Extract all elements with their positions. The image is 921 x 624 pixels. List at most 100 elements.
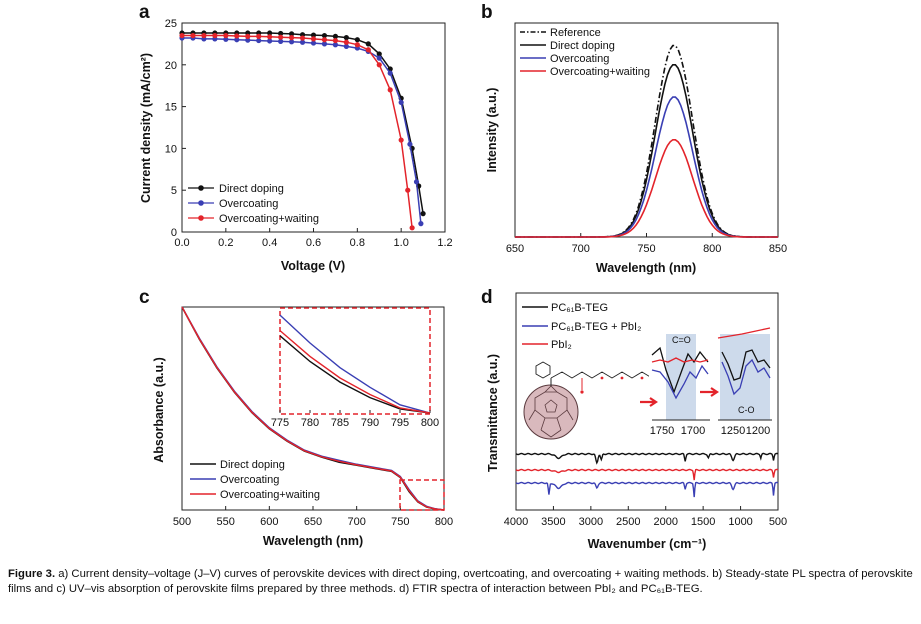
x-tick-label: 2000 [653,516,677,528]
data-point [201,32,207,39]
data-point [278,30,284,37]
series-line [515,64,778,238]
x-tick-label: 850 [769,243,787,255]
panel-b-letter: b [481,2,493,23]
data-point [278,38,284,44]
zoom-arrow-icon [640,397,658,407]
series-line [181,306,445,511]
inset2-tick-1200: 1200 [746,425,770,437]
data-point [321,41,328,47]
data-point [343,43,349,50]
x-tick-label: 700 [572,243,590,255]
x-tick-label: 0.8 [350,237,365,249]
y-tick-label: 5 [171,185,177,197]
inset-x-tick-label: 795 [391,417,409,429]
inset-x-tick-label: 800 [421,417,439,429]
data-point [310,36,317,42]
legend-c-overcoating: Overcoating [220,474,279,486]
series-line [515,139,778,238]
phenyl-ring-icon [535,361,551,379]
data-point [343,39,349,45]
data-point [418,221,424,227]
x-tick-label: 1.0 [394,237,409,249]
panel-d-inset-co-double: C=O 1750 1700 [649,334,711,437]
x-tick-label: 550 [216,516,234,528]
legend-c-direct-doping: Direct doping [220,459,285,471]
pc61b-teg-molecule-illustration [523,361,653,440]
panel-c: c 500 550 600 650 700 750 800 775 780 785 790 795 8… [139,287,453,548]
panel-d-letter: d [481,287,493,308]
y-tick-label: 15 [165,102,177,114]
data-point [398,137,404,143]
legend-marker-overcoating [198,200,204,206]
x-tick-label: 4000 [504,516,528,528]
x-tick-label: 0.6 [306,237,321,249]
x-tick-label: 2500 [616,516,640,528]
co-band-highlight [666,334,696,420]
series-line [182,37,422,224]
data-point [288,31,295,37]
inset-x-tick-label: 775 [271,417,289,429]
panel-d: d 4000 3500 3000 2500 2000 1500 1000 500 PC₆₁B-… [481,287,787,551]
y-tick-label: 10 [165,143,177,155]
inset-series-line [279,335,431,414]
x-tick-label: 1000 [728,516,752,528]
series-line [515,468,779,481]
data-point [223,32,229,39]
legend-reference: Reference [550,27,601,39]
x-tick-label: 800 [703,243,721,255]
legend-overcoating-waiting: Overcoating+waiting [219,213,319,225]
data-point [256,37,262,44]
legend-c-overcoating-waiting: Overcoating+waiting [220,489,320,501]
x-tick-label: 1.2 [437,237,452,249]
data-point [267,30,273,36]
data-point [212,32,218,39]
x-tick-label: 3500 [541,516,565,528]
legend-marker-direct-doping [198,185,204,191]
x-tick-label: 3000 [579,516,603,528]
legend-b-direct-doping: Direct doping [550,40,615,52]
panel-c-inset-frame [279,307,431,415]
x-tick-label: 500 [769,516,787,528]
data-point [288,39,295,45]
data-point [387,87,393,93]
x-tick-label: 700 [347,516,365,528]
inset-series-line [279,330,431,414]
data-point [179,32,185,39]
x-tick-label: 0.0 [174,237,189,249]
inset-x-tick-label: 785 [331,417,349,429]
data-point [245,33,251,39]
legend-b-overcoating: Overcoating [550,53,609,65]
caption-text: a) Current density–voltage (J–V) curves … [8,568,913,595]
inset-series-line [279,314,431,414]
data-point [299,39,306,45]
data-point [413,179,420,185]
x-tick-label: 650 [304,516,322,528]
data-point [365,47,371,53]
data-point [332,37,339,44]
inset1-tick-1750: 1750 [650,425,674,437]
panel-c-zoom-box [399,479,445,511]
x-tick-label: 650 [506,243,524,255]
data-point [376,62,382,68]
inset-x-tick-label: 780 [301,417,319,429]
series-line [515,96,778,238]
band-label-c-o-double: C=O [672,335,691,345]
data-point [190,32,196,39]
y-tick-label: 20 [165,60,177,72]
data-point [310,32,317,38]
data-point [256,33,262,39]
x-tick-label: 500 [173,516,191,528]
legend-direct-doping: Direct doping [219,183,284,195]
data-point [407,141,413,147]
panel-c-xlabel: Wavelength (nm) [263,534,363,548]
data-point [288,35,295,41]
y-tick-label: 0 [171,227,177,239]
panel-b-ylabel: Intensity (a.u.) [485,88,499,173]
panel-d-frame [515,292,779,511]
legend-overcoating: Overcoating [219,198,278,210]
panel-b-xlabel: Wavelength (nm) [596,261,696,275]
figure-panels: a 0.0 0.2 0.4 0.6 0.8 1.0 1.2 0 5 10 15 20 25 Voltag… [139,2,787,551]
data-point [409,225,415,231]
x-tick-label: 600 [260,516,278,528]
